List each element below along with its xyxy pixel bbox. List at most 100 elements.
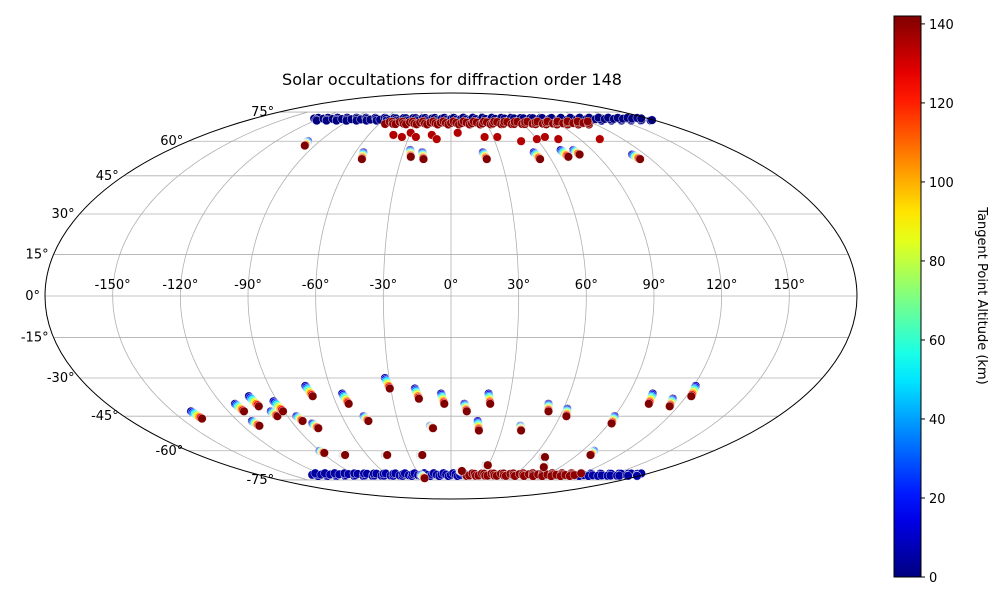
colorbar-tick-label: 60 [929, 334, 946, 349]
lat-tick-label: 0° [25, 289, 40, 304]
scatter-point [516, 426, 526, 436]
scatter-point [561, 411, 571, 421]
scatter-point [300, 141, 310, 151]
lat-tick-label: -75° [246, 473, 274, 488]
scatter-point [483, 460, 493, 470]
gridline-lon [594, 111, 790, 481]
colorbar-tick-label: 140 [929, 18, 954, 33]
scatter-point [516, 136, 526, 146]
scatter-point [553, 134, 563, 144]
scatter-point [439, 399, 449, 409]
colorbar-tick-label: 20 [929, 492, 946, 507]
scatter-point [595, 134, 605, 144]
lon-tick-label: 0° [444, 278, 459, 293]
scatter-point [313, 423, 323, 433]
scatter-point [576, 468, 586, 478]
scatter-point [586, 450, 596, 460]
scatter-point [539, 462, 549, 472]
scatter-point [419, 154, 429, 164]
gridline-lon [315, 111, 394, 481]
tick-labels: -150° -120° -90° -60° -30° 0° 30° 60° 90° 120° 150… [21, 105, 805, 488]
scatter-point [644, 399, 654, 409]
lon-tick-label: -90° [234, 278, 262, 293]
colorbar-label: Tangent Point Altitude (km) [974, 206, 989, 384]
scatter-point [254, 401, 264, 411]
scatter-point [298, 416, 308, 426]
scatter-point [417, 450, 427, 460]
lat-tick-label: 15° [26, 247, 49, 262]
colorbar: 0 20 40 60 80 100 120 140 Tangent Point Altitude… [893, 15, 989, 586]
scatter-point [474, 426, 484, 436]
scatter-point [382, 450, 392, 460]
gridline-lon [382, 111, 423, 481]
scatter-point [607, 418, 617, 428]
lon-tick-label: -150° [95, 278, 131, 293]
scatter-point [453, 128, 463, 138]
gridline-lon [508, 111, 587, 481]
scatter-point [632, 471, 642, 481]
scatter-point [635, 154, 645, 164]
scatter-points [186, 113, 701, 483]
scatter-point [482, 154, 492, 164]
scatter-point [308, 391, 318, 401]
scatter-point [457, 466, 467, 476]
lat-tick-label: -45° [91, 409, 119, 424]
scatter-point [492, 132, 502, 142]
lon-tick-label: 150° [774, 278, 805, 293]
graticule [45, 111, 857, 481]
colorbar-tick-label: 40 [929, 413, 946, 428]
scatter-point [535, 154, 545, 164]
chart-title: Solar occultations for diffraction order… [282, 70, 622, 89]
scatter-point [540, 132, 550, 142]
scatter-point [540, 452, 550, 462]
colorbar-tick-label: 80 [929, 255, 946, 270]
scatter-point [532, 134, 542, 144]
lat-tick-label: -30° [47, 371, 75, 386]
scatter-point [319, 448, 329, 458]
colorbar-tick-label: 100 [929, 176, 954, 191]
map-outline [44, 92, 858, 500]
scatter-point [388, 130, 398, 140]
gridline-lon [565, 111, 723, 481]
scatter-point [583, 116, 593, 126]
scatter-point [357, 154, 367, 164]
gridline-lon [247, 111, 366, 481]
gridline-lon [112, 111, 308, 481]
lon-tick-label: 90° [642, 278, 665, 293]
lat-tick-label: -15° [21, 331, 49, 346]
lon-tick-label: -60° [302, 278, 330, 293]
scatter-point [363, 416, 373, 426]
scatter-point [428, 423, 438, 433]
gridline-lon [536, 111, 655, 481]
gridline-lon [479, 111, 520, 481]
scatter-point [480, 132, 490, 142]
scatter-point [406, 152, 416, 162]
scatter-point [397, 132, 407, 142]
scatter-point [432, 134, 442, 144]
scatter-point [278, 406, 288, 416]
lon-tick-label: -120° [162, 278, 198, 293]
lat-tick-label: 60° [160, 134, 183, 149]
scatter-point [665, 401, 675, 411]
scatter-point [197, 414, 207, 424]
colorbar-tick-label: 120 [929, 97, 954, 112]
scatter-point [414, 394, 424, 404]
scatter-point [575, 149, 585, 159]
lon-tick-label: 120° [706, 278, 737, 293]
gridline-lon [179, 111, 337, 481]
lon-tick-label: 30° [507, 278, 530, 293]
lon-tick-label: 60° [575, 278, 598, 293]
lat-tick-label: 75° [251, 105, 274, 120]
colorbar-tick-label: 0 [929, 571, 937, 586]
scatter-point [254, 421, 264, 431]
colorbar-gradient [893, 15, 922, 578]
scatter-point [462, 406, 472, 416]
map-boundary [44, 92, 858, 500]
scatter-point [385, 384, 395, 394]
lat-tick-label: -60° [156, 444, 184, 459]
lat-tick-label: 30° [52, 207, 75, 222]
scatter-point [563, 152, 573, 162]
scatter-point [485, 399, 495, 409]
scatter-point [340, 450, 350, 460]
